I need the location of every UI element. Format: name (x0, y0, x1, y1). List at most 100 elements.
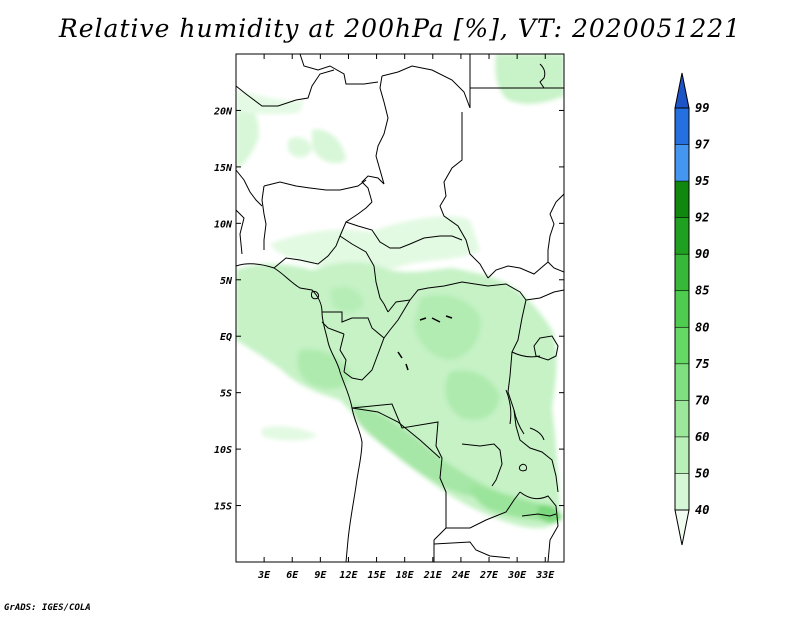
border (345, 221, 463, 249)
humidity-patch (236, 90, 304, 115)
lake (521, 513, 557, 517)
lake (311, 291, 319, 300)
border (236, 209, 245, 255)
border (299, 54, 379, 85)
legend-label: 80 (695, 320, 709, 334)
humidity-patch (236, 100, 259, 170)
legend-swatch (675, 473, 689, 510)
border (339, 235, 385, 305)
humidity-patch (270, 216, 480, 271)
lat-tick-label: 10N (214, 219, 233, 230)
legend-label: 50 (695, 466, 709, 480)
longitude-axis: 3E 6E 9E 12E 15E 18E 21E 24E 27E 30E 33E (257, 54, 555, 581)
border (339, 333, 347, 373)
border (446, 491, 521, 529)
border (273, 201, 373, 269)
lon-tick-label: 33E (535, 570, 555, 581)
border (351, 403, 447, 541)
humidity-patch (262, 426, 318, 441)
border (351, 407, 441, 459)
legend-swatch (674, 72, 690, 109)
border (529, 427, 545, 441)
border (505, 389, 512, 425)
lon-tick-label: 24E (451, 570, 471, 581)
legend-swatch (675, 108, 689, 145)
color-legend: 40 50 60 70 75 80 85 90 92 95 97 99 (674, 72, 710, 546)
legend-label: 85 (695, 284, 709, 298)
lon-tick-label: 30E (507, 570, 527, 581)
border (433, 541, 511, 559)
border (261, 185, 267, 250)
border (236, 69, 335, 107)
border (539, 63, 546, 89)
river (419, 315, 453, 323)
legend-label: 92 (695, 211, 709, 225)
lake (519, 463, 527, 472)
lat-tick-label: 15S (214, 502, 232, 513)
legend-swatch (675, 363, 689, 401)
border (525, 289, 564, 301)
border (322, 311, 385, 339)
humidity-patch (288, 137, 312, 158)
legend-swatch (675, 327, 689, 364)
legend-swatch (675, 290, 689, 328)
border (375, 75, 389, 185)
legend-label: 99 (695, 101, 709, 115)
lon-tick-label: 3E (257, 570, 271, 581)
humidity-patch (297, 349, 352, 390)
border (236, 169, 263, 207)
lat-tick-label: 5S (220, 389, 232, 400)
border (511, 351, 541, 358)
lat-tick-label: 5N (220, 276, 233, 287)
border (513, 409, 525, 435)
border (387, 299, 411, 313)
lon-tick-label: 15E (368, 570, 387, 581)
border-lines (236, 54, 564, 562)
border (381, 65, 471, 109)
lat-tick-label: 20N (213, 106, 233, 117)
legend-swatch (674, 509, 690, 546)
legend-label: 70 (695, 393, 709, 407)
legend-label: 97 (695, 138, 710, 152)
lon-tick-label: 21E (423, 570, 443, 581)
humidity-patch (352, 404, 500, 498)
lat-tick-label: EQ (220, 332, 232, 343)
border (361, 175, 385, 203)
latitude-axis: 20N 15N 10N 5N EQ 5S 10S 15S (213, 106, 564, 513)
border (263, 179, 367, 191)
map-title: Relative humidity at 200hPa [%], VT: 202… (58, 14, 742, 43)
lon-tick-label: 27E (479, 570, 499, 581)
border (507, 299, 559, 493)
border (533, 335, 559, 361)
river (397, 351, 409, 371)
border (321, 321, 345, 335)
border (519, 491, 559, 562)
humidity-patch (495, 54, 564, 104)
lon-tick-label: 12E (339, 570, 358, 581)
legend-label: 95 (695, 174, 709, 188)
legend-label: 60 (695, 430, 709, 444)
legend-swatch (675, 181, 689, 218)
lon-tick-label: 6E (286, 570, 299, 581)
legend-swatch (675, 254, 689, 291)
border (461, 443, 503, 487)
lon-tick-label: 18E (396, 570, 415, 581)
humidity-patch (445, 370, 500, 420)
humidity-patch (470, 484, 560, 521)
legend-swatch (675, 436, 689, 474)
lat-tick-label: 10S (214, 445, 232, 456)
legend-label: 75 (695, 357, 709, 371)
legend-swatch (675, 400, 689, 437)
border (547, 193, 564, 273)
humidity-patch (414, 294, 481, 360)
legend-swatch (675, 217, 689, 255)
legend-swatch (675, 144, 689, 182)
lon-tick-label: 9E (314, 570, 327, 581)
border (343, 281, 527, 381)
legend-label: 90 (695, 247, 709, 261)
border (487, 261, 549, 279)
humidity-patch (330, 286, 364, 313)
coastline (236, 263, 363, 562)
humidity-patch (312, 129, 346, 164)
